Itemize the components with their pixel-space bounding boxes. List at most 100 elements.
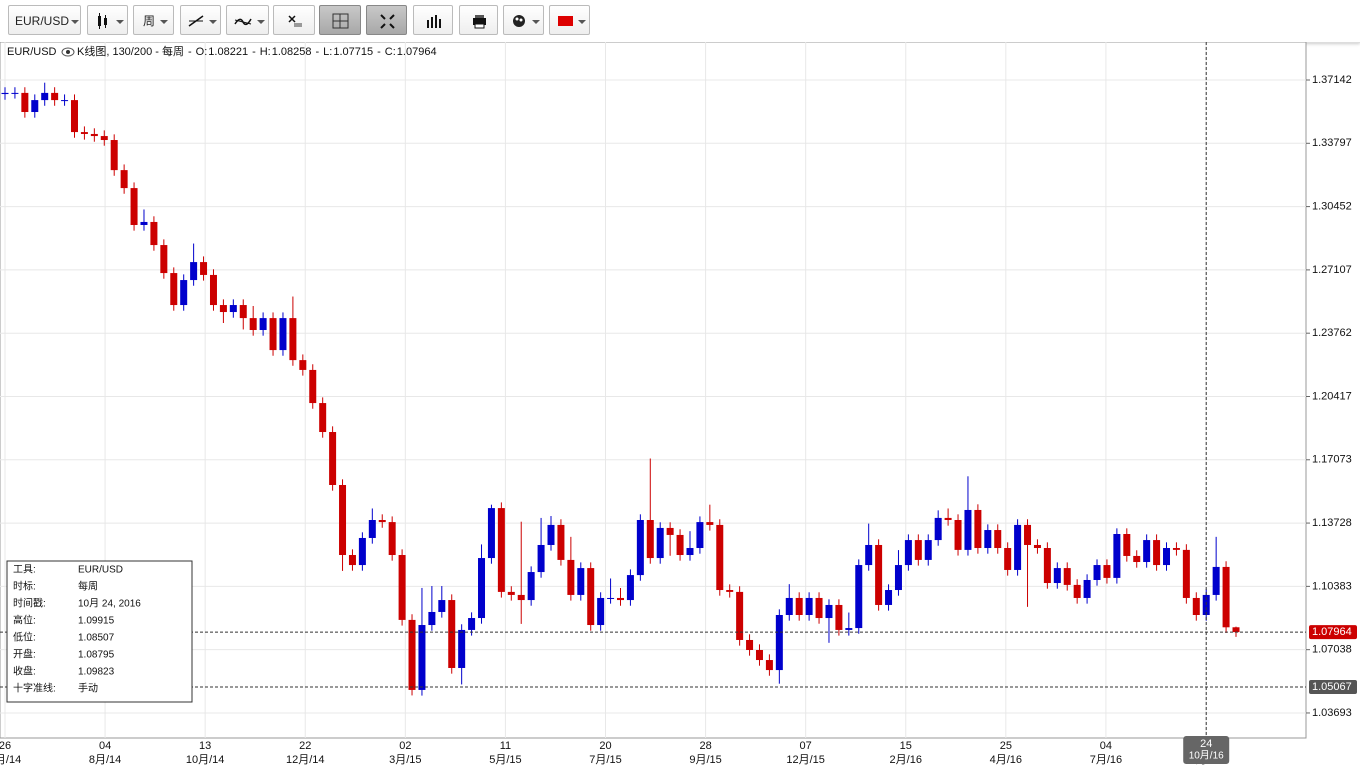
header-separator: -	[316, 46, 320, 58]
indicator-button[interactable]	[226, 5, 269, 35]
candle-body	[309, 369, 317, 404]
candle-body	[716, 524, 724, 591]
ohlc-label: H:	[260, 46, 271, 58]
info-box	[6, 560, 193, 703]
ohlc-label: C:	[385, 46, 396, 58]
info-label: 时间戳:	[13, 597, 46, 610]
x-tick-month: 8月/14	[0, 754, 21, 766]
candle-body	[964, 509, 972, 550]
print-icon	[473, 15, 486, 29]
candle-body	[726, 590, 734, 592]
candle-body	[160, 245, 168, 274]
fullscreen-toggle[interactable]	[366, 5, 407, 35]
clear-button[interactable]	[273, 5, 315, 35]
bars-icon	[427, 15, 441, 28]
chart-type-button[interactable]	[87, 5, 128, 35]
candle-body	[1163, 548, 1171, 566]
candle-body	[1172, 548, 1180, 550]
candle-body	[180, 280, 188, 306]
candle-body	[150, 221, 158, 246]
candle-body	[845, 628, 853, 630]
toolbar: EUR/USD 周	[0, 0, 1360, 43]
candle-body	[110, 140, 118, 171]
info-label: 收盘:	[13, 665, 36, 678]
y-tick-label: 1.10383	[1312, 580, 1352, 592]
y-tick-label: 1.07038	[1312, 644, 1352, 656]
x-tick-day: 15	[900, 740, 912, 752]
candle-body	[825, 604, 833, 619]
candle-body	[1073, 584, 1081, 598]
x-tick-month: 3月/15	[389, 754, 421, 766]
candle-body	[448, 600, 456, 668]
candle-body	[1083, 579, 1091, 598]
candle-body	[885, 590, 893, 605]
candle-body	[428, 611, 436, 626]
language-button[interactable]	[549, 5, 590, 35]
x-tick-month: 12月/14	[286, 754, 325, 766]
period-dropdown[interactable]: 周	[133, 5, 174, 35]
grid-toggle[interactable]	[319, 5, 361, 35]
info-label: 高位:	[13, 614, 36, 627]
crosshair-price-badge	[1309, 679, 1357, 694]
draw-tool-button[interactable]	[180, 5, 221, 35]
candle-body	[646, 520, 654, 559]
candle-body	[686, 548, 694, 556]
info-value: 10月 24, 2016	[78, 598, 141, 610]
candle-body	[1133, 555, 1141, 563]
symbol-dropdown[interactable]: EUR/USD	[8, 5, 81, 35]
candle-body	[755, 650, 763, 661]
print-button[interactable]	[459, 5, 498, 35]
info-value: 每周	[78, 580, 98, 593]
color-button[interactable]	[503, 5, 544, 35]
candle-body	[517, 594, 525, 601]
candle-body	[140, 221, 148, 225]
candle-body	[1053, 568, 1061, 584]
candle-body	[279, 318, 287, 351]
candle-body	[835, 604, 843, 630]
candle-body	[557, 524, 565, 560]
candle-body	[21, 92, 29, 113]
candle-body	[120, 170, 128, 189]
candle-body	[339, 484, 347, 556]
candle-body	[1212, 566, 1220, 595]
y-tick-label: 1.30452	[1312, 201, 1352, 213]
flag-icon	[558, 16, 586, 26]
candle-body	[815, 597, 823, 619]
clear-icon	[288, 15, 302, 27]
candle-body	[656, 527, 664, 559]
x-tick-month: 2月/16	[890, 754, 922, 766]
candle-body	[329, 432, 337, 485]
x-tick-month: 9月/15	[689, 754, 721, 766]
x-tick-month: 7月/16	[1090, 754, 1122, 766]
candle-body	[775, 614, 783, 671]
grid-icon	[332, 13, 349, 29]
candle-body	[418, 625, 426, 690]
ohlc-label: O:	[196, 46, 208, 58]
candles	[1, 82, 1240, 696]
candle-body	[398, 555, 406, 620]
volume-button[interactable]	[413, 5, 453, 35]
line-icon	[188, 15, 217, 27]
candle-body	[408, 619, 416, 690]
candle-body	[537, 544, 545, 573]
x-tick-day: 07	[800, 740, 812, 752]
candle-body	[190, 262, 198, 281]
candle-body	[1103, 565, 1111, 578]
x-tick-day: 11	[500, 740, 511, 752]
ohlc-value: 1.08221	[208, 46, 248, 58]
candle-body	[299, 360, 307, 370]
candle-body	[597, 597, 605, 626]
candle-body	[378, 520, 386, 523]
candle-body	[100, 136, 108, 141]
candle-body	[51, 92, 59, 101]
candle-body	[170, 273, 178, 306]
candle-body	[626, 575, 634, 601]
candle-body	[875, 544, 883, 605]
candle-body	[1014, 524, 1022, 570]
candle-body	[368, 520, 376, 538]
candle-body	[319, 403, 327, 433]
candle-body	[1063, 568, 1071, 585]
candle-body	[61, 100, 69, 102]
